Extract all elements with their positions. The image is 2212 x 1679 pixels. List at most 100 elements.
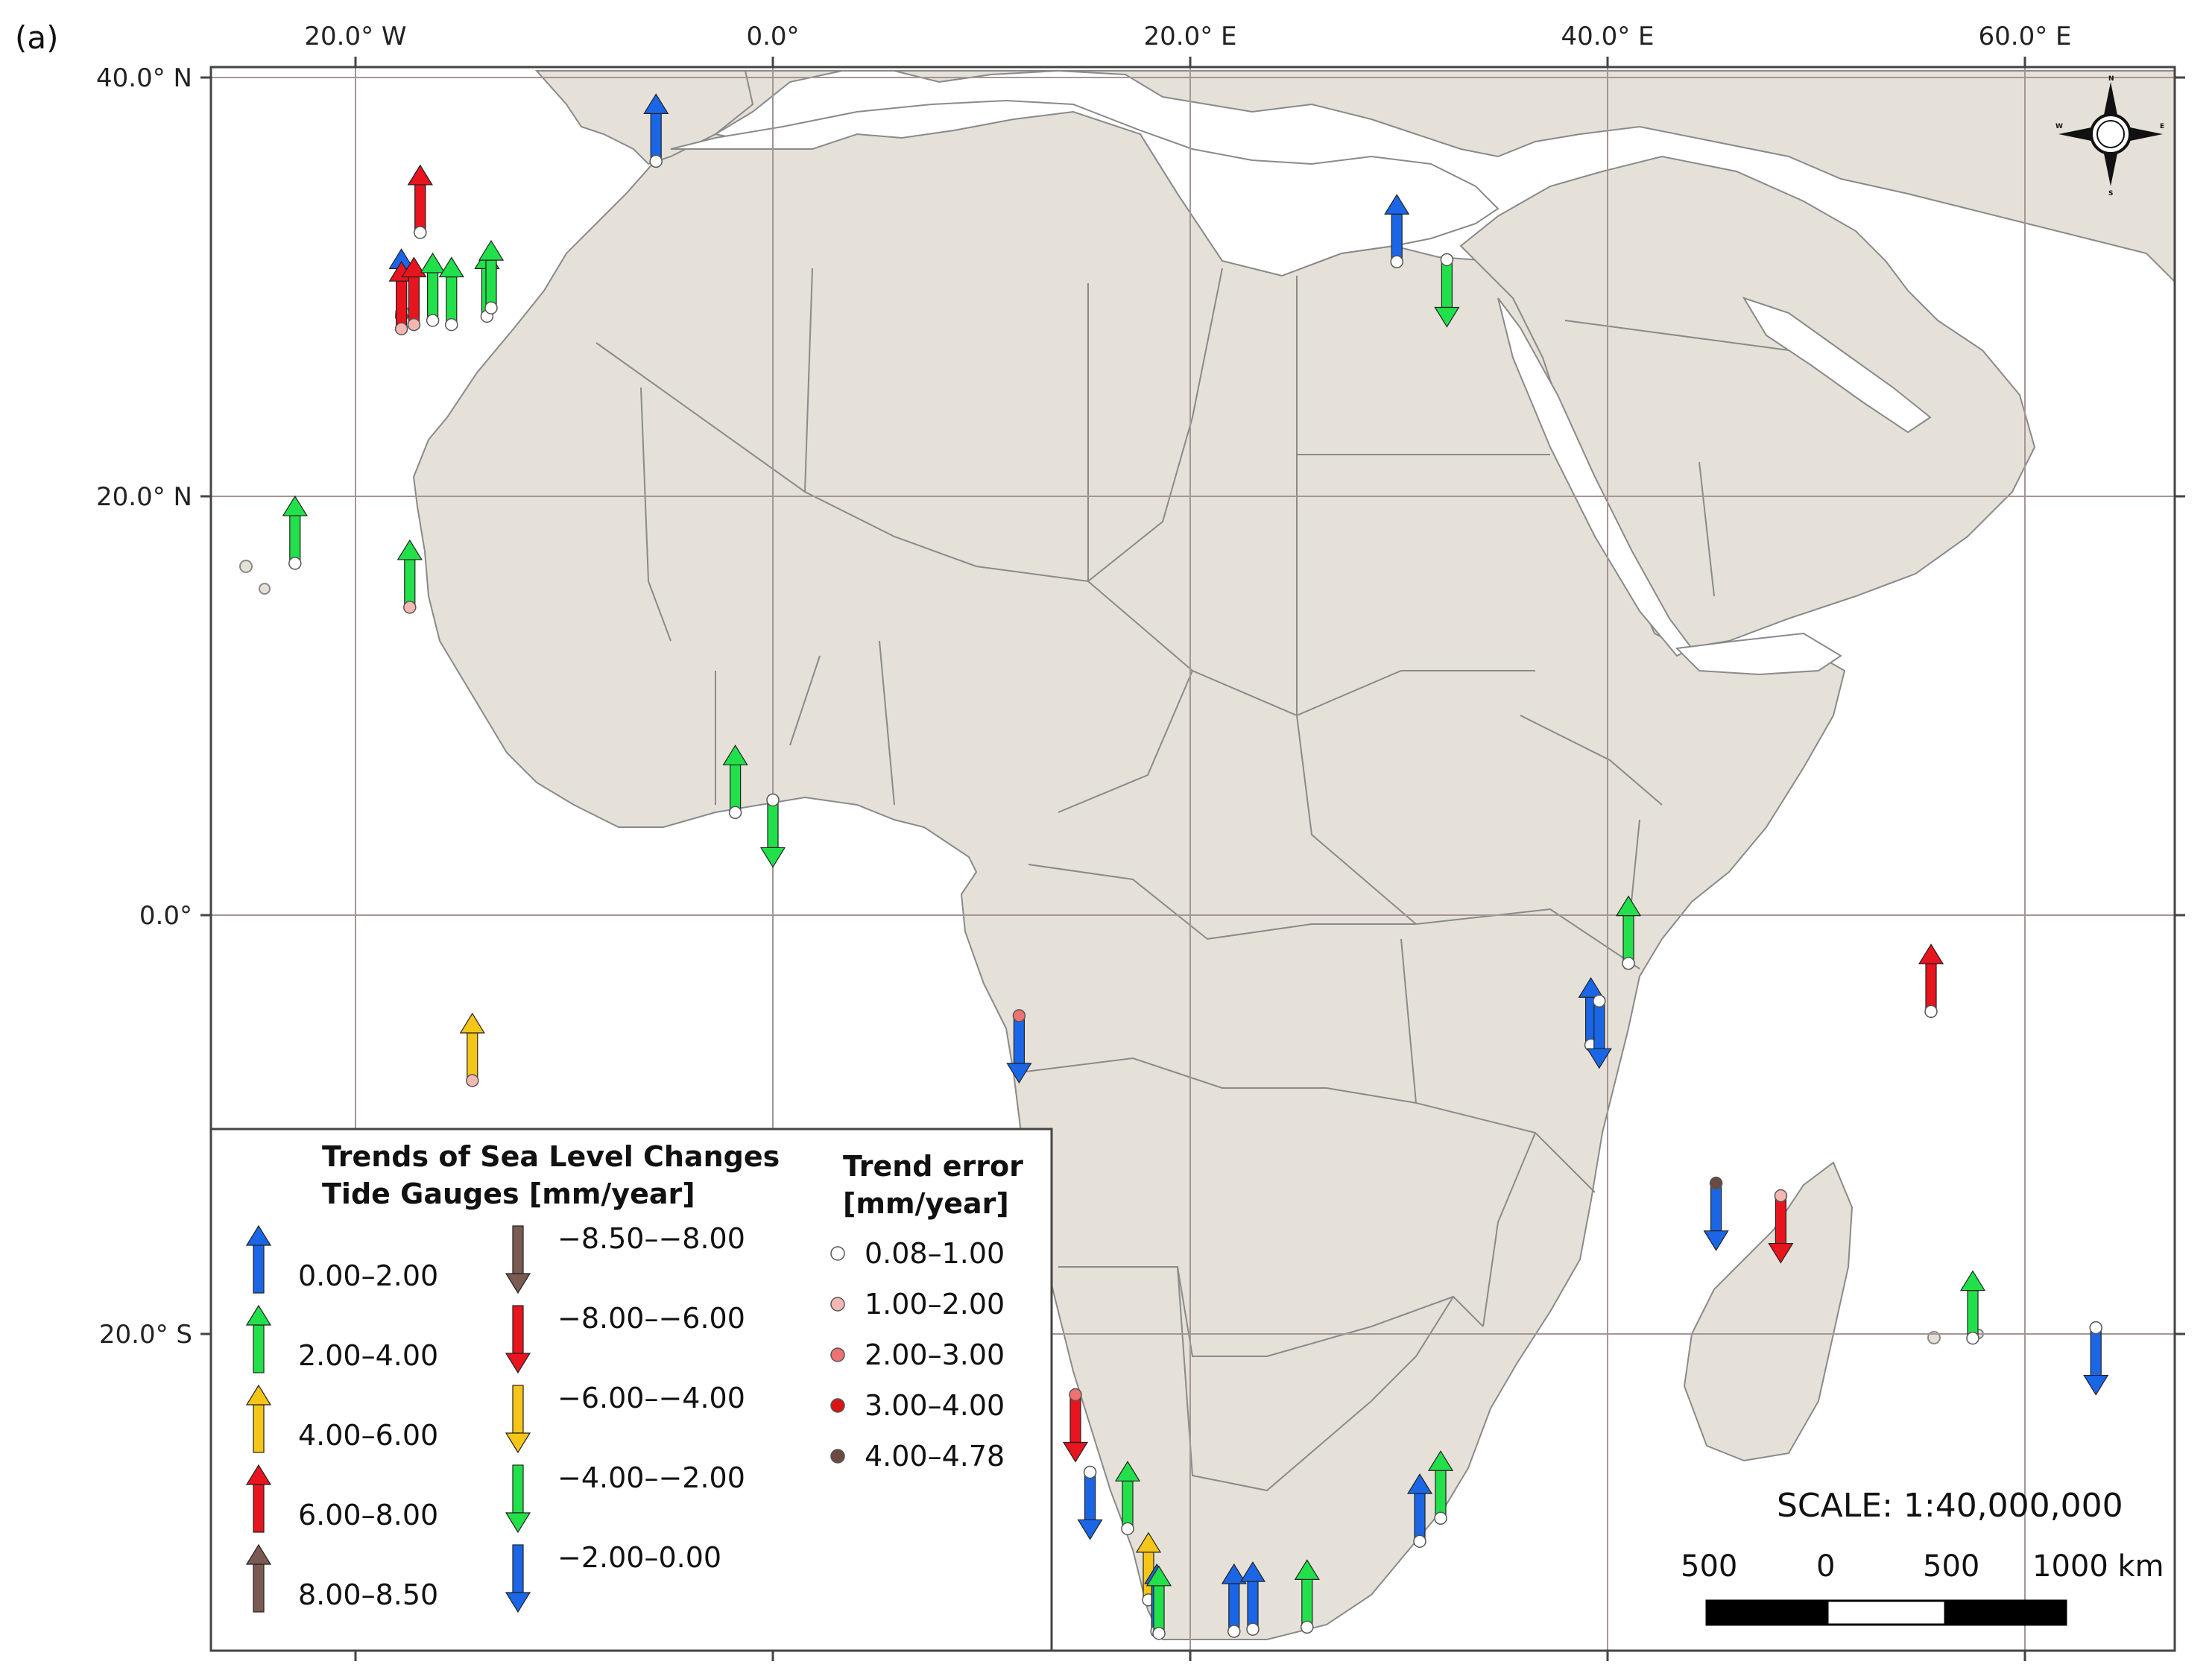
arrow-head: [1918, 943, 1944, 964]
arrow-head: [1135, 1531, 1162, 1553]
tide-gauges: [282, 93, 2109, 1640]
tide-gauge: [1114, 1461, 1141, 1536]
tide-gauge: [1434, 253, 1460, 328]
trend-error-dot: [1434, 1511, 1447, 1525]
longitude-labels: 20.0° W 0.0° 20.0° E 40.0° E 60.0° E: [304, 22, 2071, 51]
arrow-head: [1959, 1270, 1986, 1291]
tide-gauge: [722, 744, 748, 820]
arrow-shaft: [1967, 1290, 1979, 1339]
tide-gauge: [1062, 1388, 1089, 1463]
tide-gauge: [1384, 194, 1410, 269]
arrow-shaft: [404, 559, 416, 608]
arrow-shaft: [1084, 1471, 1096, 1521]
africa-landmass: [412, 103, 1846, 1640]
arrow-head: [1006, 1063, 1032, 1084]
arrow-head: [401, 256, 427, 278]
legend-trend-item: −4.00–−2.00: [505, 1461, 745, 1534]
trend-error-dot: [2089, 1321, 2102, 1335]
legend-error-item: 3.00–4.00: [830, 1389, 1005, 1422]
arrow-head: [1768, 1242, 1794, 1264]
legend-trend-arrow: [505, 1544, 531, 1613]
trend-arrow: [1384, 194, 1410, 262]
trend-error-dot: [1121, 1522, 1134, 1536]
legend-error-title-1: Trend error: [843, 1150, 1023, 1183]
legend-error-items: 0.08–1.00 1.00–2.00 2.00–3.00 3.00–4.00 4.00…: [830, 1237, 1005, 1473]
arrow-head: [505, 1512, 531, 1534]
legend-trend-arrow: [505, 1305, 531, 1374]
arrow-head: [478, 239, 505, 261]
arrow-shaft: [512, 1464, 524, 1514]
tide-gauge: [420, 252, 446, 327]
arrow-head: [1294, 1559, 1320, 1580]
arrow-head: [420, 252, 446, 273]
trend-error-dot: [728, 806, 742, 820]
trend-error-dot: [1390, 255, 1403, 269]
arrow-shaft: [1301, 1578, 1313, 1628]
lon-tick-label: 20.0° E: [1144, 22, 1237, 51]
legend-trend-arrow: [245, 1464, 272, 1533]
arrow-head: [1427, 1450, 1454, 1471]
trend-error-dot: [1966, 1331, 1979, 1345]
compass-center: [2096, 120, 2125, 148]
arrow-head: [505, 1353, 531, 1374]
arrow-head: [1434, 306, 1460, 328]
tide-gauge: [1959, 1270, 1986, 1345]
arrow-head: [245, 1384, 272, 1406]
tide-gauge: [1427, 1450, 1454, 1525]
tide-gauge: [643, 93, 669, 168]
compass-arrow-n: [2104, 82, 2117, 115]
legend-error-item: 4.00–4.78: [830, 1440, 1005, 1473]
compass-e-label: E: [2160, 123, 2164, 130]
trend-error-dot: [649, 154, 663, 168]
compass-s-label: S: [2108, 190, 2113, 197]
legend-trend-title-1: Trends of Sea Level Changes: [322, 1140, 780, 1173]
trend-error-dot: [1622, 956, 1635, 970]
arrow-head: [505, 1432, 531, 1454]
arrow-head: [505, 1273, 531, 1294]
legend-error-label: 4.00–4.78: [865, 1440, 1005, 1473]
legend-error-label: 1.00–2.00: [865, 1288, 1005, 1321]
trend-error-dot: [407, 317, 421, 332]
trend-error-dot: [1774, 1189, 1788, 1203]
legend-trend-item: 8.00–8.50: [245, 1543, 438, 1613]
lon-tick-label: 0.0°: [746, 22, 799, 51]
arrow-head: [1077, 1519, 1103, 1540]
tide-gauge: [396, 539, 423, 614]
arrow-shaft: [512, 1305, 524, 1354]
scale-label-right: 1000 km: [2032, 1549, 2164, 1584]
legend: Trends of Sea Level Changes Tide Gauges …: [209, 1128, 1053, 1652]
legend-trend-label: −4.00–−2.00: [557, 1461, 745, 1494]
arrow-shaft: [253, 1245, 265, 1294]
arrow-shaft: [253, 1404, 265, 1453]
arrow-shaft: [1228, 1583, 1240, 1632]
trend-error-dot: [466, 1074, 479, 1087]
tide-gauge: [1294, 1559, 1320, 1634]
scale-label-zero: 0: [1816, 1549, 1835, 1584]
arrow-head: [407, 164, 433, 186]
legend-trend-label: 2.00–4.00: [298, 1339, 438, 1372]
trend-arrow: [1006, 1015, 1032, 1084]
tide-gauge: [1239, 1561, 1266, 1636]
tide-gauge: [1006, 1009, 1032, 1084]
trend-error-dot: [288, 557, 302, 570]
arrow-head: [245, 1543, 272, 1565]
arrow-head: [1221, 1563, 1247, 1584]
trend-error-dot: [403, 601, 417, 614]
arrow-shaft: [1013, 1015, 1026, 1064]
legend-error-label: 0.08–1.00: [865, 1237, 1005, 1270]
trend-error-dot: [1709, 1176, 1723, 1190]
arrow-head: [722, 744, 748, 765]
arrow-head: [245, 1464, 272, 1485]
arrow-head: [245, 1224, 272, 1246]
arrow-shaft: [1391, 213, 1403, 262]
trend-error-dot: [1012, 1009, 1026, 1022]
arrow-head: [1062, 1441, 1089, 1463]
trend-arrow: [1427, 1450, 1454, 1519]
tide-gauge: [1586, 994, 1612, 1069]
arrow-head: [396, 539, 423, 560]
island: [259, 583, 271, 595]
legend-trend-item: −8.00–−6.00: [505, 1302, 745, 1374]
trend-arrow: [1114, 1461, 1141, 1529]
trend-arrow: [438, 256, 464, 326]
